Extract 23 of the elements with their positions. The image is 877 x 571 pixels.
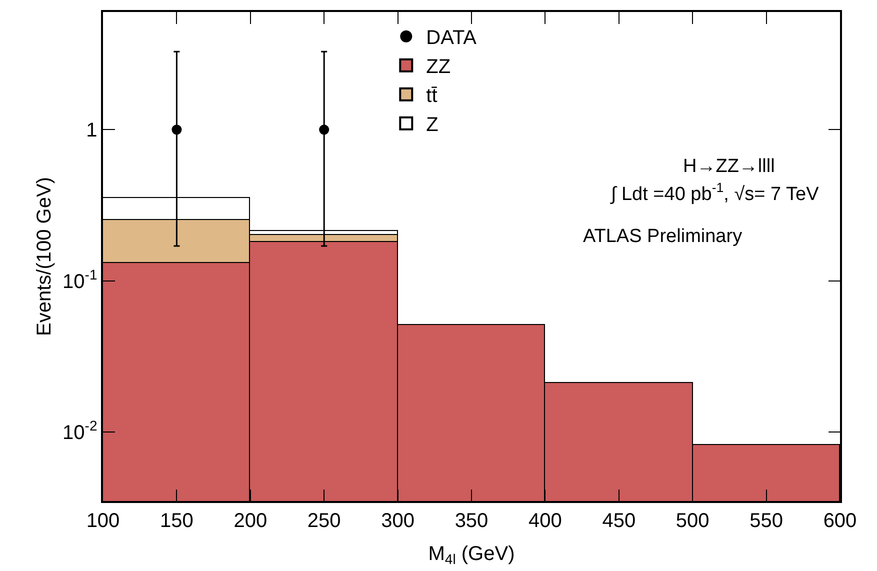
annotation: H→ZZ→llll (683, 156, 775, 177)
annotation: ∫ Ldt =40 pb$^{-1}$, √s= 7 TeV (610, 180, 820, 205)
y-tick-label: 1 (86, 120, 98, 142)
x-tick-label: 450 (602, 510, 636, 532)
x-tick-label: 200 (234, 510, 268, 532)
x-axis-title: M$_{4l}$ (GeV) (428, 542, 515, 567)
y-tick-label: 10$^{-2}$ (62, 418, 98, 444)
x-tick-label: 500 (676, 510, 710, 532)
y-axis-title: Events/(100 GeV) (34, 177, 56, 336)
annotation: ATLAS Preliminary (583, 226, 743, 247)
legend-label: DATA (426, 27, 478, 50)
x-tick-label: 600 (823, 510, 857, 532)
legend-label: Z (426, 114, 438, 136)
x-tick-label: 350 (454, 510, 488, 532)
x-tick-label: 400 (528, 510, 562, 532)
x-tick-label: 100 (86, 510, 120, 532)
x-tick-label: 250 (307, 510, 341, 532)
x-tick-label: 150 (160, 510, 194, 532)
x-tick-label: 300 (381, 510, 414, 532)
legend-label: tt̄ (426, 85, 438, 108)
y-tick-label: 10$^{-1}$ (62, 266, 98, 293)
legend-label: ZZ (426, 56, 451, 78)
x-tick-label: 550 (750, 510, 783, 532)
